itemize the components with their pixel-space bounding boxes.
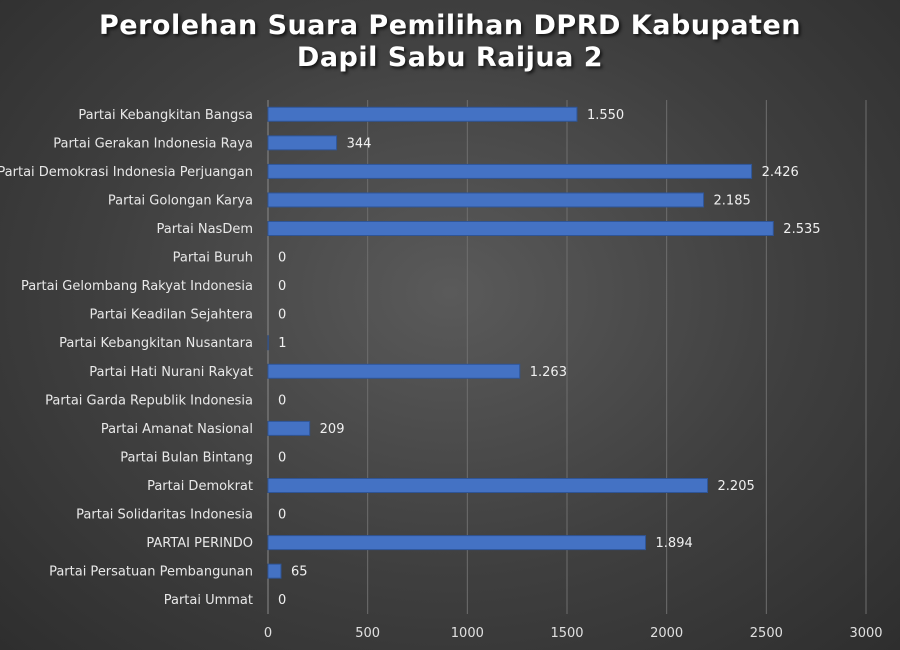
category-label: Partai Solidaritas Indonesia [76, 508, 253, 523]
category-label: PARTAI PERINDO [146, 536, 253, 551]
category-label: Partai Keadilan Sejahtera [89, 308, 253, 323]
data-label: 1.894 [656, 536, 693, 551]
data-label: 209 [320, 422, 345, 437]
x-tick-label: 3000 [849, 626, 882, 641]
chart-title: Perolehan Suara Pemilihan DPRD Kabupaten… [0, 10, 900, 74]
category-label: Partai Gelombang Rakyat Indonesia [21, 279, 253, 294]
bar [267, 478, 709, 493]
bar [267, 535, 647, 551]
x-tick-label: 2000 [650, 626, 683, 641]
category-label: Partai Golongan Karya [108, 193, 253, 208]
data-label: 0 [278, 251, 286, 266]
category-label: Partai Kebangkitan Nusantara [59, 336, 253, 351]
bar [267, 363, 521, 379]
data-label: 1.263 [530, 365, 567, 380]
bar [267, 192, 705, 208]
data-label: 0 [278, 508, 286, 523]
data-label: 0 [278, 279, 286, 294]
category-label: Partai NasDem [156, 222, 253, 237]
data-label: 0 [278, 450, 286, 465]
chart-title-line-1: Perolehan Suara Pemilihan DPRD Kabupaten [99, 10, 801, 41]
data-label: 2.535 [783, 222, 820, 237]
bar [267, 163, 753, 179]
category-label: Partai Ummat [164, 593, 253, 608]
bar [267, 563, 282, 579]
data-label: 2.205 [718, 479, 755, 494]
category-label: Partai Persatuan Pembangunan [49, 565, 253, 580]
category-label: Partai Amanat Nasional [101, 422, 253, 437]
x-tick-label: 500 [355, 626, 380, 641]
data-label: 0 [278, 593, 286, 608]
bar [267, 135, 338, 151]
x-tick-label: 0 [264, 626, 272, 641]
data-label: 1 [278, 336, 286, 351]
category-label: Partai Bulan Bintang [120, 450, 253, 465]
bar [267, 420, 311, 436]
data-label: 344 [347, 136, 372, 151]
category-label: Partai Kebangkitan Bangsa [78, 108, 253, 123]
data-label: 0 [278, 393, 286, 408]
data-label: 65 [291, 565, 308, 580]
category-label: Partai Demokrasi Indonesia Perjuangan [0, 165, 253, 180]
bar [267, 221, 774, 236]
x-tick-label: 1000 [451, 626, 484, 641]
category-label: Partai Hati Nurani Rakyat [89, 365, 253, 380]
category-label: Partai Garda Republik Indonesia [45, 393, 253, 408]
chart-title-line-2: Dapil Sabu Raijua 2 [296, 42, 604, 73]
x-tick-label: 2500 [750, 626, 783, 641]
category-label: Partai Gerakan Indonesia Raya [53, 136, 253, 151]
data-label: 0 [278, 308, 286, 323]
data-label: 1.550 [587, 108, 624, 123]
category-label: Partai Demokrat [147, 479, 253, 494]
data-label: 2.426 [762, 165, 799, 180]
x-tick-label: 1500 [550, 626, 583, 641]
category-label: Partai Buruh [173, 251, 253, 266]
bar [267, 106, 578, 122]
data-label: 2.185 [714, 193, 751, 208]
